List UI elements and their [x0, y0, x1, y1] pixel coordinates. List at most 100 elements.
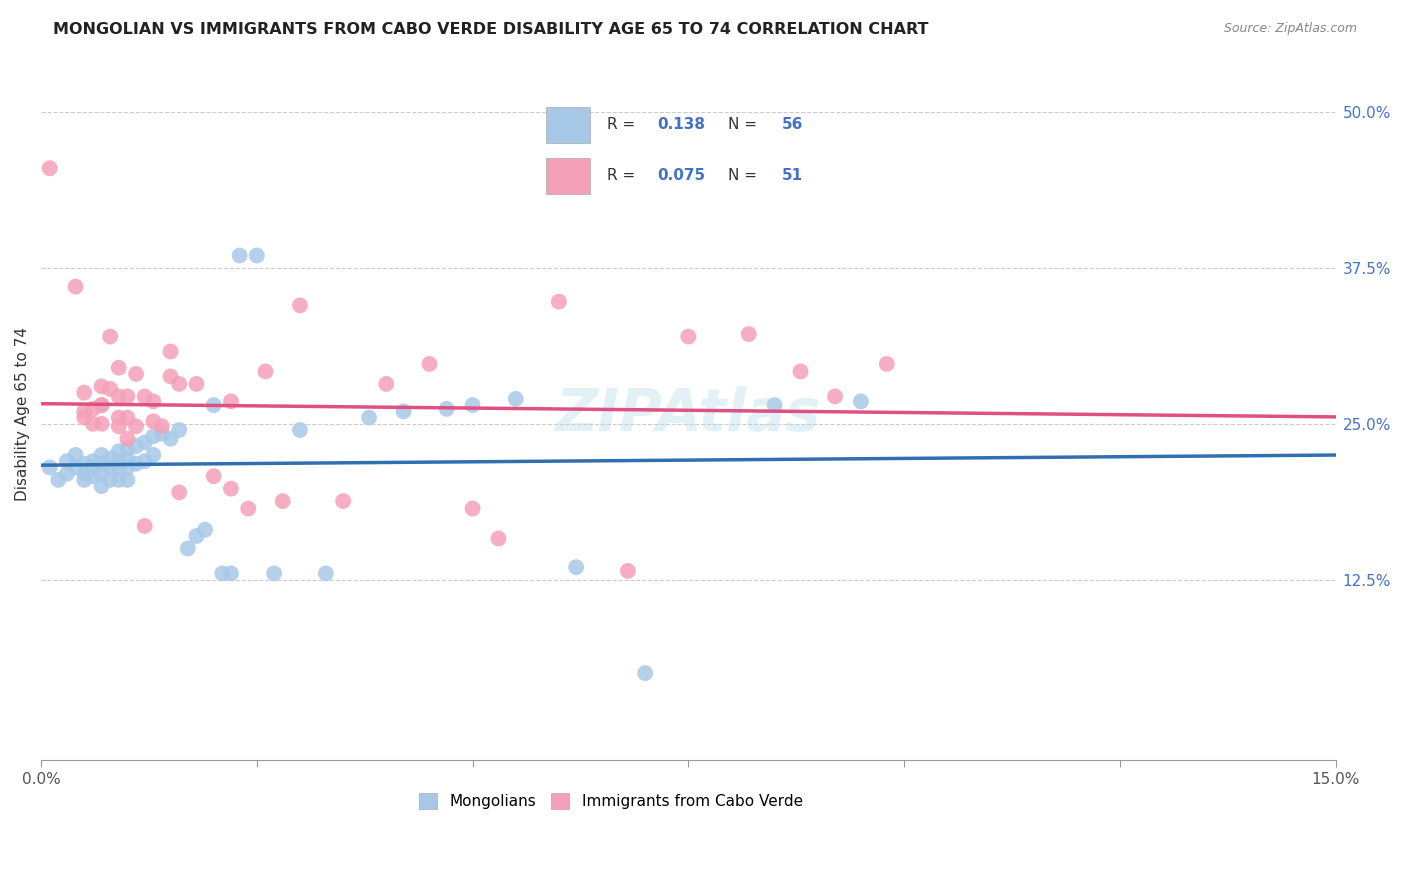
Point	[48, 473, 70, 487]
Text: Source: ZipAtlas.com: Source: ZipAtlas.com	[1223, 22, 1357, 36]
Point	[90, 417, 112, 431]
Point	[125, 419, 148, 434]
Point	[73, 404, 96, 418]
Point	[82, 454, 104, 468]
Point	[876, 357, 898, 371]
Point	[134, 519, 156, 533]
Point	[73, 410, 96, 425]
Point	[617, 564, 640, 578]
Point	[142, 394, 165, 409]
Point	[375, 376, 398, 391]
Point	[82, 401, 104, 416]
Point	[73, 473, 96, 487]
Point	[134, 389, 156, 403]
Point	[488, 532, 510, 546]
Point	[167, 423, 190, 437]
Point	[271, 494, 294, 508]
Point	[107, 410, 129, 425]
Point	[117, 410, 139, 425]
Legend: Mongolians, Immigrants from Cabo Verde: Mongolians, Immigrants from Cabo Verde	[412, 787, 808, 815]
Point	[117, 473, 139, 487]
Point	[90, 479, 112, 493]
Point	[142, 429, 165, 443]
Point	[332, 494, 354, 508]
Point	[90, 457, 112, 471]
Point	[82, 460, 104, 475]
Y-axis label: Disability Age 65 to 74: Disability Age 65 to 74	[15, 327, 30, 501]
Point	[73, 385, 96, 400]
Point	[238, 501, 260, 516]
Point	[228, 248, 250, 262]
Point	[107, 444, 129, 458]
Point	[177, 541, 200, 556]
Point	[98, 329, 121, 343]
Point	[142, 448, 165, 462]
Point	[65, 460, 87, 475]
Point	[56, 467, 79, 481]
Point	[82, 469, 104, 483]
Point	[90, 398, 112, 412]
Point	[167, 376, 190, 391]
Point	[194, 523, 217, 537]
Point	[90, 398, 112, 412]
Point	[254, 364, 277, 378]
Point	[125, 457, 148, 471]
Point	[436, 401, 458, 416]
Point	[678, 329, 700, 343]
Text: ZIPAtlas: ZIPAtlas	[555, 386, 821, 443]
Point	[117, 432, 139, 446]
Point	[98, 460, 121, 475]
Point	[263, 566, 285, 581]
Point	[98, 451, 121, 466]
Point	[738, 326, 761, 341]
Point	[107, 454, 129, 468]
Point	[134, 435, 156, 450]
Point	[186, 376, 208, 391]
Point	[125, 367, 148, 381]
Point	[288, 298, 311, 312]
Point	[98, 473, 121, 487]
Point	[186, 529, 208, 543]
Point	[789, 364, 811, 378]
Point	[38, 460, 60, 475]
Point	[90, 379, 112, 393]
Point	[90, 448, 112, 462]
Point	[219, 566, 242, 581]
Point	[65, 279, 87, 293]
Point	[117, 451, 139, 466]
Text: MONGOLIAN VS IMMIGRANTS FROM CABO VERDE DISABILITY AGE 65 TO 74 CORRELATION CHAR: MONGOLIAN VS IMMIGRANTS FROM CABO VERDE …	[53, 22, 929, 37]
Point	[219, 482, 242, 496]
Point	[150, 419, 173, 434]
Point	[202, 398, 225, 412]
Point	[211, 566, 233, 581]
Point	[117, 442, 139, 456]
Point	[56, 454, 79, 468]
Point	[125, 439, 148, 453]
Point	[634, 666, 657, 681]
Point	[142, 414, 165, 428]
Point	[202, 469, 225, 483]
Point	[824, 389, 846, 403]
Point	[461, 398, 484, 412]
Point	[73, 457, 96, 471]
Point	[98, 382, 121, 396]
Point	[107, 473, 129, 487]
Point	[150, 426, 173, 441]
Point	[288, 423, 311, 437]
Point	[107, 360, 129, 375]
Point	[159, 344, 181, 359]
Point	[107, 389, 129, 403]
Point	[159, 369, 181, 384]
Point	[134, 454, 156, 468]
Point	[219, 394, 242, 409]
Point	[73, 467, 96, 481]
Point	[246, 248, 269, 262]
Point	[565, 560, 588, 574]
Point	[107, 460, 129, 475]
Point	[117, 389, 139, 403]
Point	[763, 398, 786, 412]
Point	[107, 419, 129, 434]
Point	[82, 417, 104, 431]
Point	[392, 404, 415, 418]
Point	[167, 485, 190, 500]
